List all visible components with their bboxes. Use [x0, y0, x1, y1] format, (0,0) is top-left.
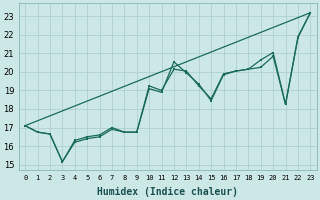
X-axis label: Humidex (Indice chaleur): Humidex (Indice chaleur) [97, 186, 238, 197]
